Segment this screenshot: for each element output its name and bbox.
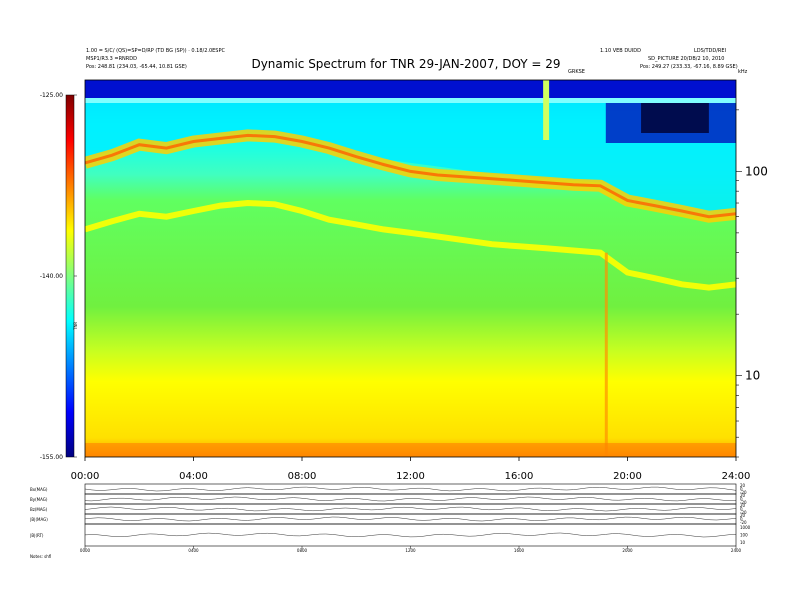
colorbar-tick-label: -125.00 (40, 92, 63, 99)
mag-panel-tick: 20 (740, 483, 746, 488)
emission-ridge-core (85, 133, 736, 219)
cyan-region (85, 80, 736, 218)
khz-label: kHz (738, 69, 748, 75)
mag-panel-tick: 1000 (740, 525, 751, 530)
mag-panel-tick: 0 (740, 517, 743, 522)
mag-x-tick-label: 2000 (622, 548, 633, 553)
mag-trace (84, 486, 737, 492)
mag-trace (84, 496, 736, 502)
mag-panel (84, 483, 737, 495)
mag-trace (84, 506, 737, 512)
spectrogram (85, 80, 736, 457)
mag-panel-tick: 10 (740, 540, 746, 545)
y-tick-label: 100 (745, 164, 768, 178)
y-tick-label: 10 (745, 369, 760, 383)
mag-x-tick-label: 0400 (188, 548, 199, 553)
header-left-line1: 1.00 = S/C/ (QS)=SP=D/RP (TD BG (SP)) · … (86, 48, 225, 54)
mag-trace (84, 532, 737, 538)
x-tick-label: 12:00 (396, 471, 425, 482)
mag-trace (84, 516, 737, 522)
mag-panel-tick: -20 (740, 520, 747, 525)
colorbar-tick-label: -155.00 (40, 454, 63, 461)
header-left-line3: Pos: 248.81 (234.03, -65.44, 10.81 GSE) (86, 64, 187, 70)
mag-panel-tick: 20 (740, 503, 746, 508)
mag-panel-label: |B|(RT) (30, 533, 44, 538)
mag-panel-tick: -20 (740, 490, 747, 495)
mag-panel-label: |B|(MAG) (30, 517, 48, 522)
late-black-region (641, 103, 709, 133)
colorbar-tick-label: -140.00 (40, 273, 63, 280)
mag-x-tick-label: 0000 (80, 548, 91, 553)
mag-x-tick-label: 1600 (514, 548, 525, 553)
x-tick-label: 16:00 (505, 471, 534, 482)
header-right-line3: Pos: 249.27 (233.33, -67.16, 8.89 GSE) (640, 64, 738, 70)
mag-panel-tick: 0 (740, 487, 743, 492)
mag-panel-tick: 20 (740, 493, 746, 498)
dropout-line (604, 252, 608, 457)
header-right-line2: SD_PICTURE 20/DB/2 10, 2010 (648, 56, 725, 62)
colorbar (65, 94, 75, 458)
mag-panel-tick: 0 (740, 497, 743, 502)
mag-panel-tick: 100 (740, 533, 748, 538)
mag-panel (84, 513, 737, 525)
mag-panel-tick: -20 (740, 500, 747, 505)
mag-panel-label: Bx(MAG) (30, 487, 48, 492)
x-tick-label: 08:00 (288, 471, 317, 482)
mag-panel (84, 523, 737, 547)
mag-panel-tick: -20 (740, 510, 747, 515)
mag-x-tick-label: 1200 (405, 548, 416, 553)
mag-panel (84, 493, 737, 505)
mag-panel-label: Bz(MAG) (30, 507, 48, 512)
mag-x-tick-label: 2400 (731, 548, 742, 553)
mag-panel (84, 503, 737, 515)
top-band-line (85, 98, 736, 103)
x-tick-label: 20:00 (613, 471, 642, 482)
radio-burst (543, 80, 550, 140)
header-mid-right: GRKSE (568, 69, 585, 75)
mag-panel-label: By(MAG) (30, 497, 48, 502)
top-band (85, 80, 736, 98)
footer-label: Notes: shfl (30, 554, 52, 559)
mag-panel-tick: 0 (740, 507, 743, 512)
band-edge (85, 199, 736, 291)
bottom-strip (85, 443, 736, 457)
colorbar-axis-label: TNR (73, 322, 78, 331)
x-tick-label: 24:00 (722, 471, 751, 482)
header-right-line1b: LDS/TDD/REI (694, 48, 726, 54)
header-right-line1: 1.10 VEB DUIDD (600, 48, 641, 54)
chart-title: Dynamic Spectrum for TNR 29-JAN-2007, DO… (251, 57, 560, 71)
x-tick-label: 04:00 (179, 471, 208, 482)
mag-x-tick-label: 0800 (297, 548, 308, 553)
x-tick-label: 00:00 (71, 471, 100, 482)
mag-panel-tick: 20 (740, 513, 746, 518)
header-left-line2: MSP1/R3.3 =RNRDD (86, 56, 137, 62)
